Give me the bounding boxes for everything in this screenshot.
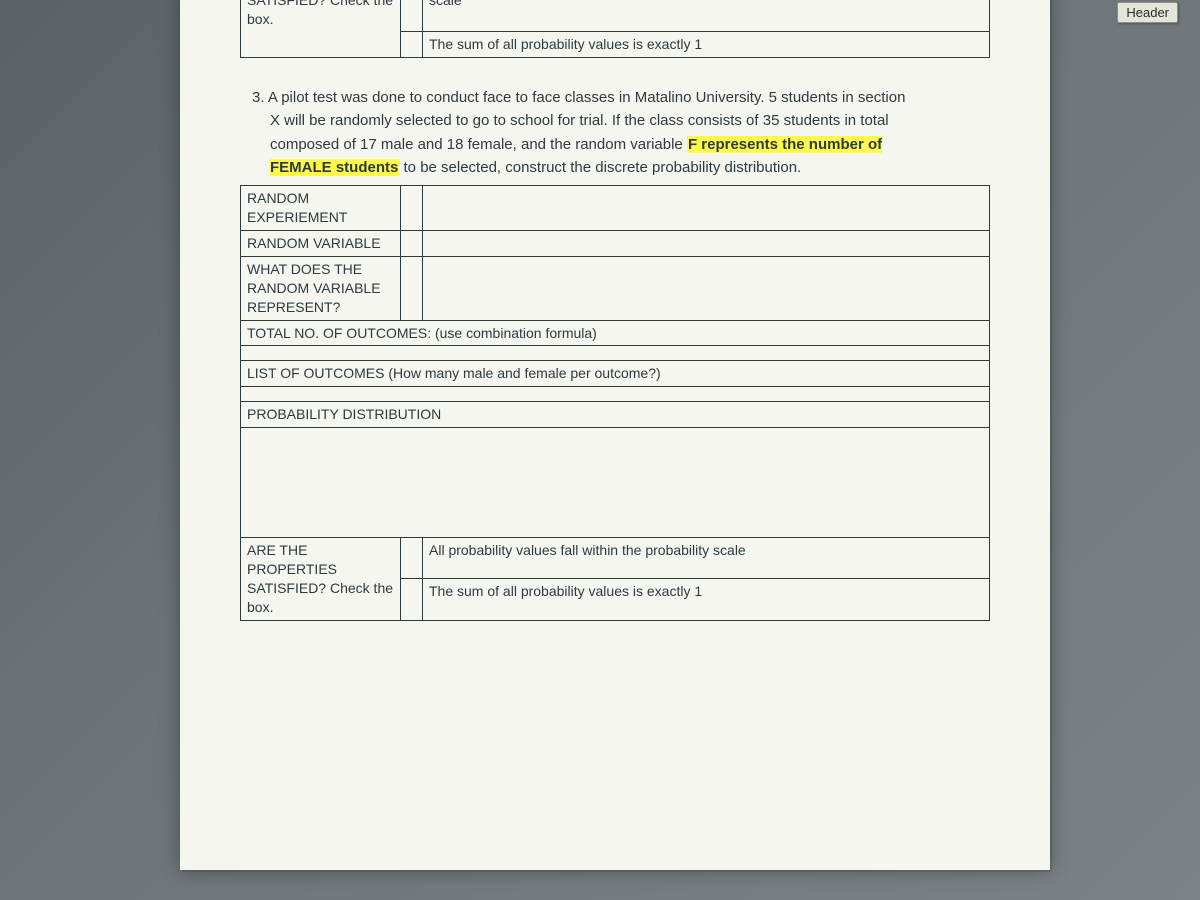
table-row: WHAT DOES THE RANDOM VARIABLE REPRESENT? xyxy=(241,256,990,320)
prev-check-sum[interactable] xyxy=(401,32,423,58)
prev-satisfied-label: SATISFIED? Check the box. xyxy=(241,0,401,32)
cell-answer[interactable] xyxy=(423,230,990,256)
row-random-experiment: RANDOM EXPERIEMENT xyxy=(241,186,401,231)
table-row: RANDOM EXPERIEMENT xyxy=(241,186,990,231)
q3-number: 3. xyxy=(252,89,265,106)
row-random-variable: RANDOM VARIABLE xyxy=(241,230,401,256)
table-row xyxy=(241,387,990,402)
prev-prop-scale: scale xyxy=(423,0,990,32)
prev-check-scale[interactable] xyxy=(401,0,423,32)
row-prob-dist: PROBABILITY DISTRIBUTION xyxy=(241,402,990,428)
row-rv-represent: WHAT DOES THE RANDOM VARIABLE REPRESENT? xyxy=(241,256,401,320)
table-row: PROBABILITY DISTRIBUTION xyxy=(241,402,990,428)
cell-blank[interactable] xyxy=(401,230,423,256)
document-page: SATISFIED? Check the box. scale The sum … xyxy=(180,0,1050,870)
table-row: TOTAL NO. OF OUTCOMES: (use combination … xyxy=(241,320,990,346)
prop-scale: All probability values fall within the p… xyxy=(423,538,990,579)
table-row: LIST OF OUTCOMES (How many male and fema… xyxy=(241,361,990,387)
cell-answer[interactable] xyxy=(423,256,990,320)
check-sum[interactable] xyxy=(401,579,423,620)
cell-blank[interactable] xyxy=(401,186,423,231)
cell-answer[interactable] xyxy=(241,346,990,361)
table-row: ARE THE PROPERTIES SATISFIED? Check the … xyxy=(241,538,990,579)
prop-sum: The sum of all probability values is exa… xyxy=(423,579,990,620)
monitor-bezel: Header SATISFIED? Check the box. scale T… xyxy=(0,0,1200,900)
partial-prev-table: SATISFIED? Check the box. scale The sum … xyxy=(240,0,990,58)
table-row xyxy=(241,346,990,361)
prev-prop-sum: The sum of all probability values is exa… xyxy=(423,32,990,58)
q3-text: 3. A pilot test was done to conduct face… xyxy=(270,86,910,179)
table-row xyxy=(241,428,990,538)
cell-answer[interactable] xyxy=(241,387,990,402)
cell-answer[interactable] xyxy=(241,428,990,538)
cell-answer[interactable] xyxy=(423,186,990,231)
row-list-outcomes: LIST OF OUTCOMES (How many male and fema… xyxy=(241,361,990,387)
check-scale[interactable] xyxy=(401,538,423,579)
table-row: RANDOM VARIABLE xyxy=(241,230,990,256)
q3-post: to be selected, construct the discrete p… xyxy=(399,159,801,176)
q3-table: RANDOM EXPERIEMENT RANDOM VARIABLE WHAT … xyxy=(240,185,990,621)
header-button[interactable]: Header xyxy=(1117,2,1178,23)
cell-blank[interactable] xyxy=(401,256,423,320)
row-satisfied: ARE THE PROPERTIES SATISFIED? Check the … xyxy=(241,538,401,621)
row-total-outcomes: TOTAL NO. OF OUTCOMES: (use combination … xyxy=(241,320,990,346)
